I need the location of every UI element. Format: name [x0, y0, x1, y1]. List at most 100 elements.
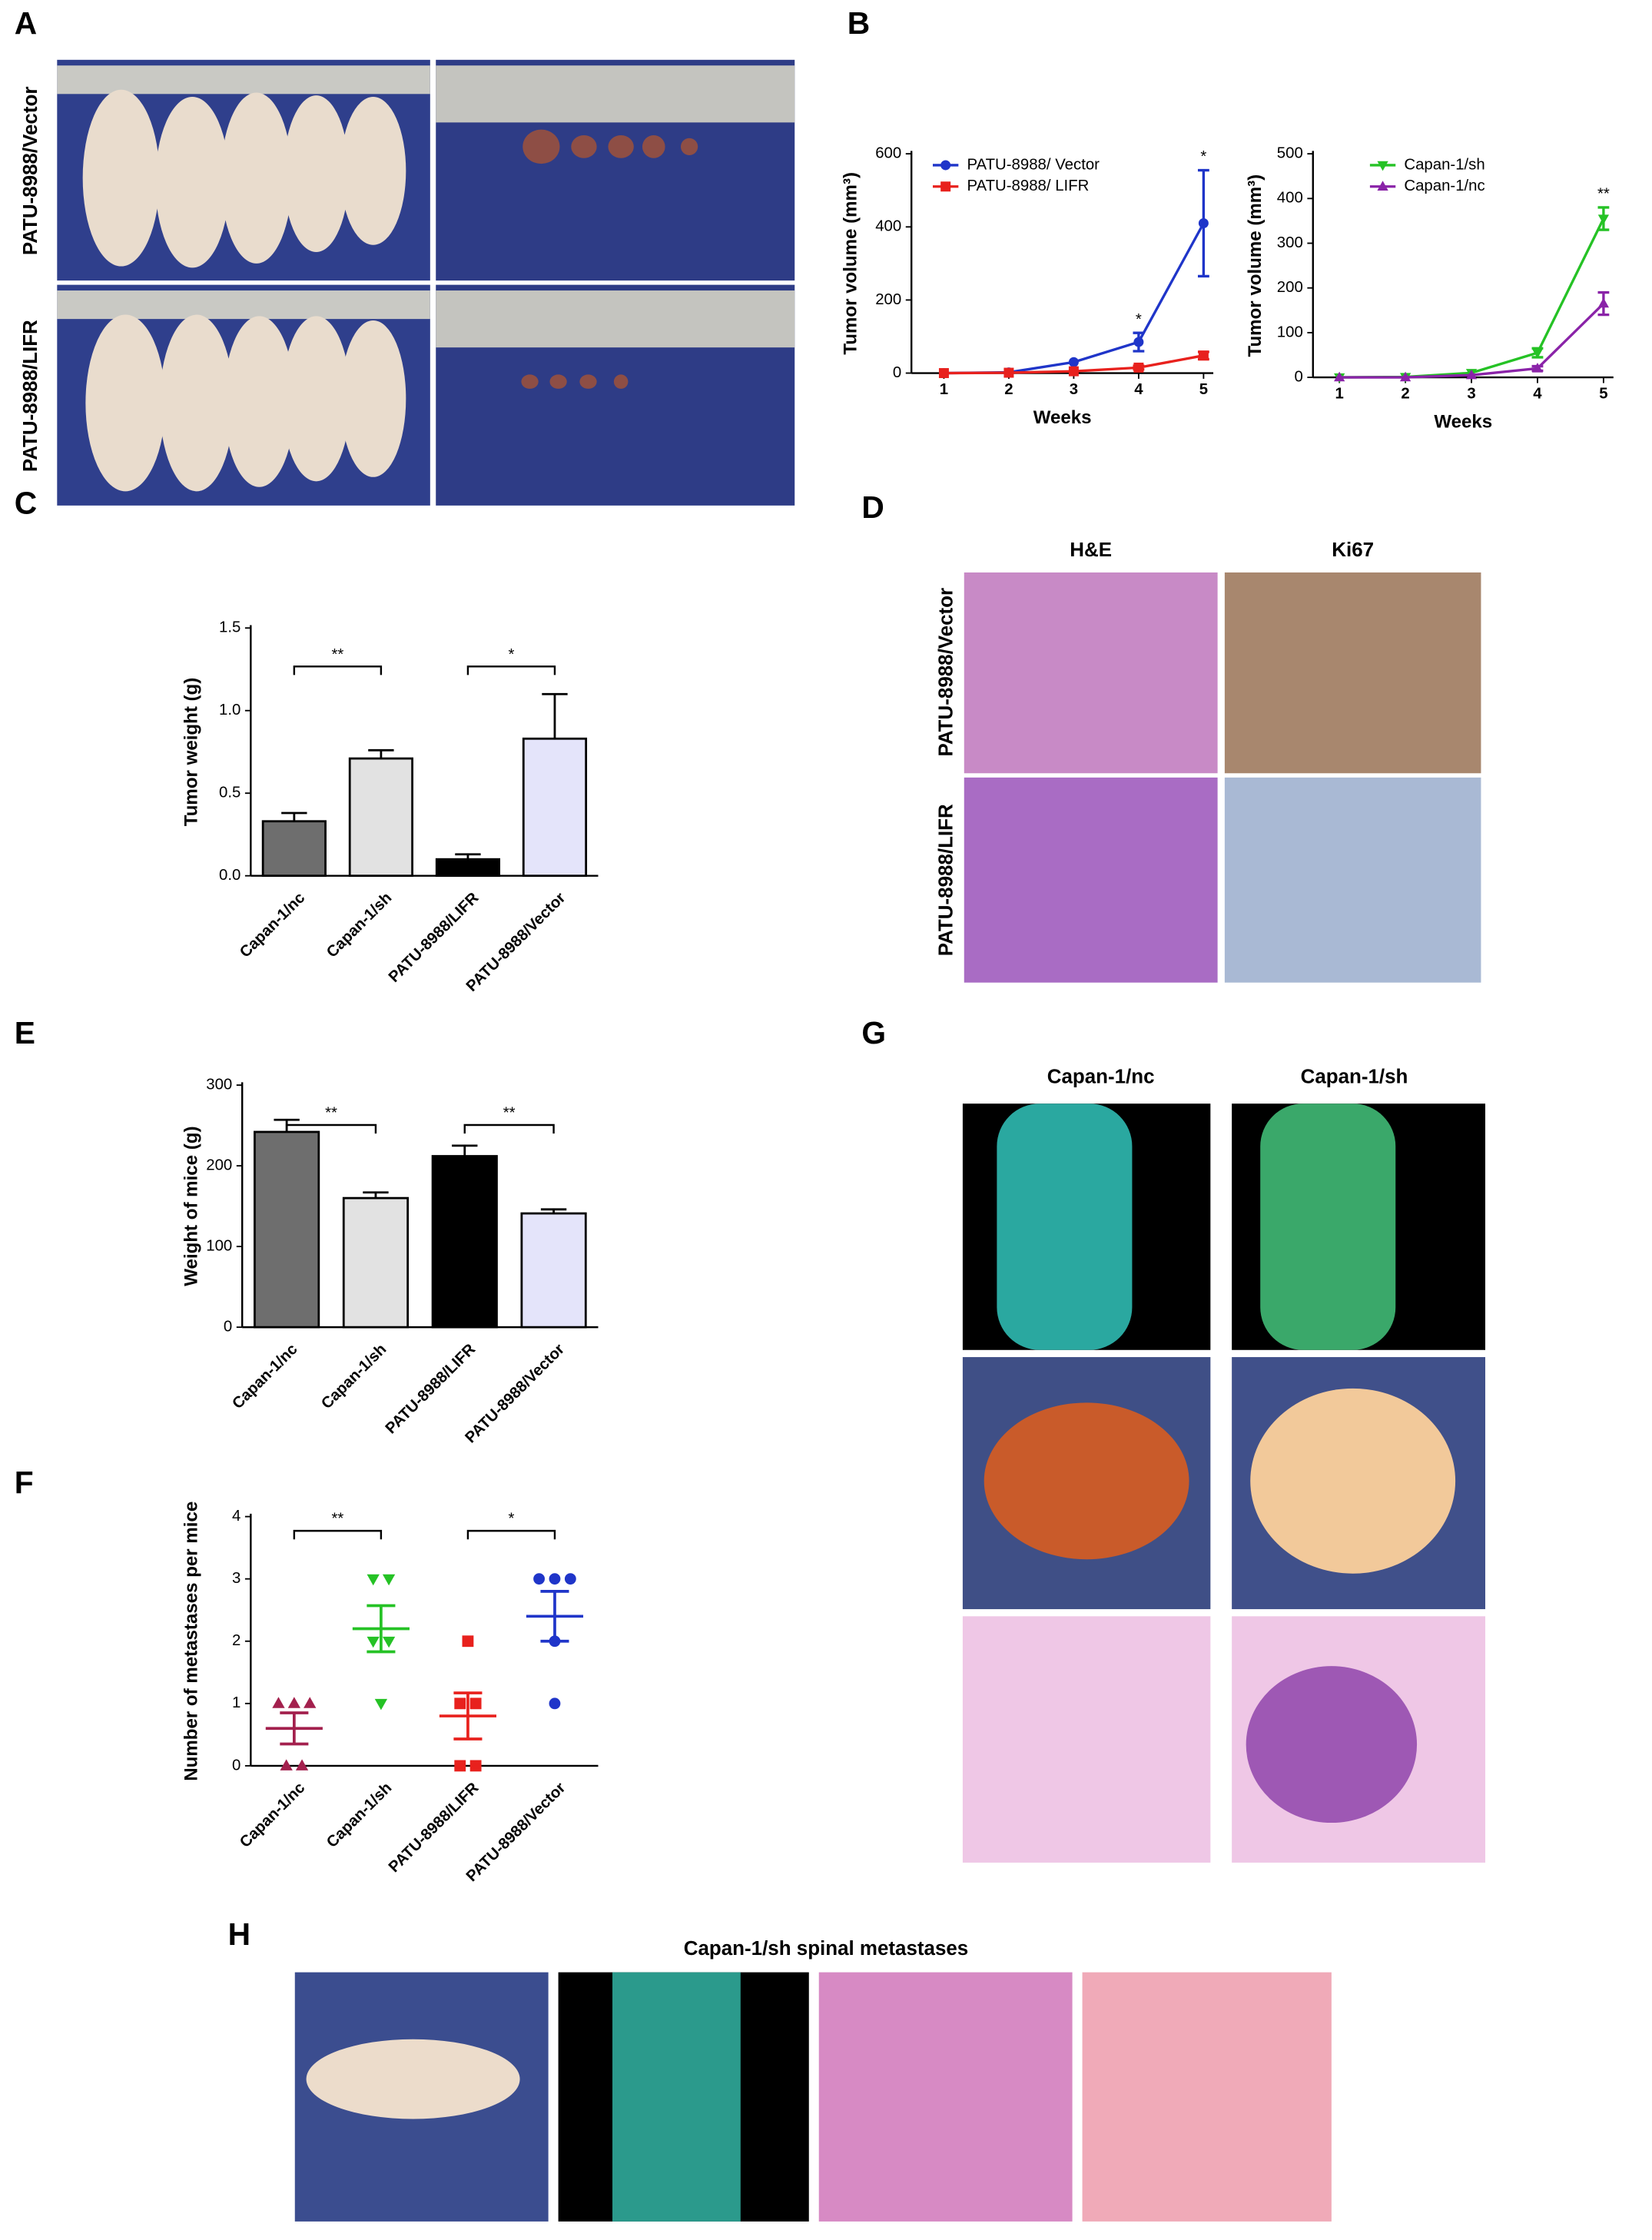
panel-title: Capan-1/sh spinal metastases — [684, 1938, 968, 1960]
pet-signal — [612, 1972, 741, 2222]
significance-bracket — [293, 1529, 383, 1540]
marker — [295, 1759, 309, 1770]
significance-label: ** — [503, 1105, 516, 1122]
marker — [280, 1759, 293, 1770]
series-line — [1339, 302, 1605, 379]
significance-bracket — [463, 1123, 555, 1134]
marker — [564, 1573, 576, 1585]
significance-bracket — [466, 1529, 556, 1540]
y-tick-label: 400 — [875, 218, 901, 235]
error-bar — [280, 1711, 309, 1746]
marker — [469, 1760, 482, 1772]
column-label: Ki67 — [1332, 539, 1374, 561]
row-label: PATU-8988/LIFR — [935, 804, 957, 956]
x-tick-label: 2 — [1004, 381, 1013, 398]
legend-label: PATU-8988/ Vector — [967, 156, 1100, 173]
column-label: Capan-1/sh — [1301, 1067, 1408, 1088]
x-tick-label: Capan-1/sh — [323, 1780, 395, 1851]
marker — [1597, 214, 1610, 224]
marker — [287, 1697, 301, 1708]
caliper — [57, 290, 430, 320]
y-tick-label: 200 — [1277, 279, 1303, 296]
x-tick-label: 5 — [1199, 381, 1208, 398]
panel-letter: G — [861, 1015, 886, 1050]
y-tick-label: 400 — [1277, 190, 1303, 207]
marker — [1377, 181, 1388, 191]
y-tick-label: 0 — [232, 1757, 241, 1774]
bar — [431, 1155, 498, 1329]
panel-letter: C — [15, 486, 37, 521]
panel-letter: B — [848, 5, 870, 41]
lung — [1250, 1388, 1456, 1574]
marker — [940, 181, 951, 192]
x-tick-label: 5 — [1599, 386, 1607, 403]
significance-bracket — [466, 665, 556, 675]
marker — [1465, 369, 1478, 380]
y-axis-label: Weight of mice (g) — [181, 1126, 202, 1286]
tumors — [521, 129, 698, 389]
series-line — [944, 222, 1205, 375]
marker — [549, 1573, 561, 1585]
x-tick-label: PATU-8988/LIFR — [386, 1779, 483, 1876]
marker — [533, 1573, 546, 1585]
bar — [342, 1196, 410, 1329]
marker — [1068, 357, 1079, 367]
x-tick-label: PATU-8988/Vector — [463, 1341, 569, 1447]
marker — [549, 1697, 561, 1710]
column-label: Capan-1/nc — [1047, 1067, 1155, 1088]
panel-letter: D — [861, 489, 884, 525]
histology-photo — [818, 1972, 1073, 2222]
x-axis-label: Weeks — [1434, 412, 1492, 433]
error-bar — [367, 1604, 396, 1654]
marker — [374, 1698, 388, 1711]
x-tick-label: 3 — [1070, 381, 1078, 398]
lung — [984, 1402, 1189, 1560]
x-tick-label: 4 — [1533, 386, 1542, 403]
y-tick-label: 100 — [1277, 324, 1303, 340]
significance-label: ** — [1597, 186, 1610, 203]
x-tick-label: 4 — [1134, 381, 1143, 398]
ki67-photo — [1224, 777, 1481, 983]
marker — [938, 368, 949, 379]
marker — [304, 1697, 317, 1708]
y-tick-label: 1.5 — [219, 619, 241, 636]
y-tick-label: 1 — [232, 1694, 241, 1711]
histology-photo — [964, 572, 1218, 774]
x-tick-label: 2 — [1401, 386, 1409, 403]
marker — [940, 160, 951, 171]
y-tick-label: 0 — [224, 1319, 232, 1336]
y-tick-label: 0 — [1294, 368, 1302, 385]
x-tick-label: Capan-1/sh — [323, 889, 395, 961]
pet-signal — [1260, 1103, 1396, 1350]
bar — [520, 1212, 587, 1329]
histology-photo — [964, 777, 1218, 983]
panel-letter: E — [15, 1015, 35, 1050]
marker — [272, 1697, 285, 1708]
marker — [367, 1574, 380, 1586]
x-tick-label: 3 — [1467, 386, 1475, 403]
y-tick-label: 200 — [206, 1157, 232, 1174]
error-bar — [368, 748, 394, 759]
significance-label: * — [508, 646, 514, 663]
x-tick-label: 1 — [940, 381, 948, 398]
caliper — [57, 65, 430, 95]
y-tick-label: 500 — [1277, 145, 1303, 162]
marker — [1068, 366, 1079, 377]
error-bar — [542, 692, 568, 739]
error-bar — [540, 1590, 569, 1643]
y-tick-label: 3 — [232, 1570, 241, 1587]
pet-signal — [997, 1103, 1133, 1350]
histology-photo — [962, 1616, 1211, 1863]
marker — [1597, 297, 1610, 308]
row-label: PATU-8988/LIFR — [20, 320, 41, 472]
x-tick-label: Capan-1/nc — [237, 889, 308, 961]
marker — [454, 1760, 466, 1772]
x-tick-label: PATU-8988/LIFR — [383, 1341, 479, 1438]
bar — [261, 820, 327, 878]
y-tick-label: 0.5 — [219, 785, 241, 801]
y-tick-label: 0 — [893, 364, 901, 381]
y-axis-label: Tumor weight (g) — [181, 678, 202, 826]
marker — [454, 1697, 466, 1710]
marker — [1133, 337, 1144, 347]
